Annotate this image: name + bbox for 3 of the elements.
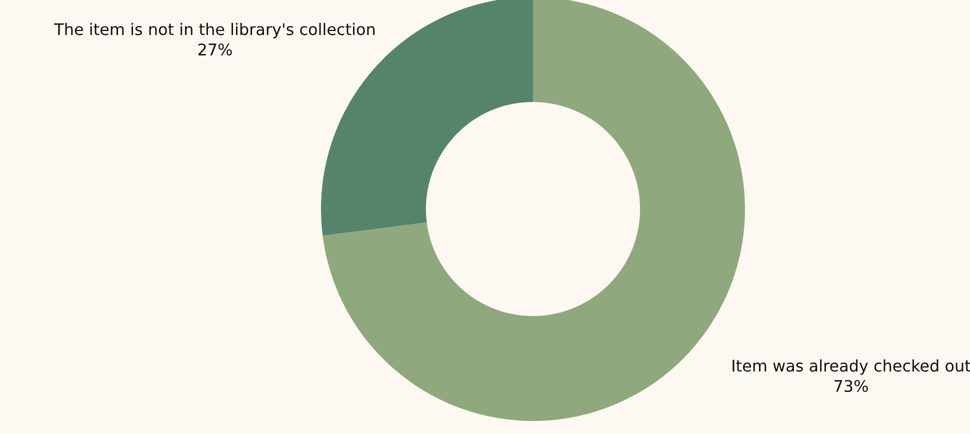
data-label: 27%: [198, 43, 232, 56]
slice-label: The item is not in the library's collection: [54, 22, 375, 38]
data-label: 73%: [834, 380, 868, 392]
